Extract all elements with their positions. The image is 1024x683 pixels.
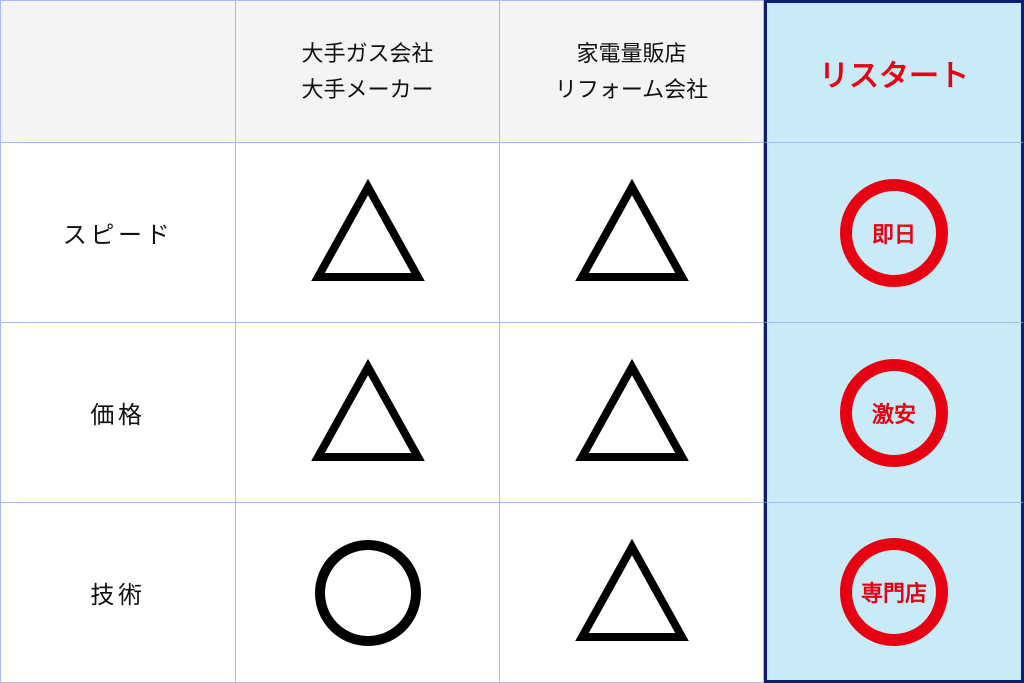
cell-speed-restart: 即日 [764,143,1024,323]
triangle-icon [572,533,692,653]
cell-speed-gas [236,143,500,323]
row-label-text: 価格 [90,395,145,430]
badge-text: 専門店 [861,576,927,608]
cell-price-appliance [500,323,764,503]
header-line2: リフォーム会社 [555,72,708,107]
cell-speed-appliance [500,143,764,323]
badge-text: 激安 [872,397,916,429]
cell-tech-gas [236,503,500,683]
header-empty [0,0,236,143]
row-label-text: スピード [63,215,173,250]
circle-icon [308,533,428,653]
cell-tech-restart: 専門店 [764,503,1024,683]
header-line1: 大手ガス会社 [301,36,433,71]
cell-tech-appliance [500,503,764,683]
badge-text: 即日 [872,217,916,249]
header-line1: 家電量販店 [576,36,686,71]
triangle-icon [308,173,428,293]
triangle-icon [308,353,428,473]
header-label: リスタート [819,51,969,95]
circle-icon: 激安 [834,353,954,473]
row-label-text: 技術 [90,575,145,610]
triangle-icon [572,353,692,473]
header-appliance: 家電量販店リフォーム会社 [500,0,764,143]
circle-icon: 専門店 [834,532,954,652]
comparison-table: 大手ガス会社大手メーカー家電量販店リフォーム会社リスタートスピード即日価格激安技… [0,0,1024,683]
rowlabel-tech: 技術 [0,503,236,683]
header-gas: 大手ガス会社大手メーカー [236,0,500,143]
rowlabel-price: 価格 [0,323,236,503]
header-restart: リスタート [764,0,1024,143]
header-line2: 大手メーカー [301,72,433,107]
circle-icon: 即日 [834,173,954,293]
cell-price-gas [236,323,500,503]
triangle-icon [572,173,692,293]
cell-price-restart: 激安 [764,323,1024,503]
rowlabel-speed: スピード [0,143,236,323]
